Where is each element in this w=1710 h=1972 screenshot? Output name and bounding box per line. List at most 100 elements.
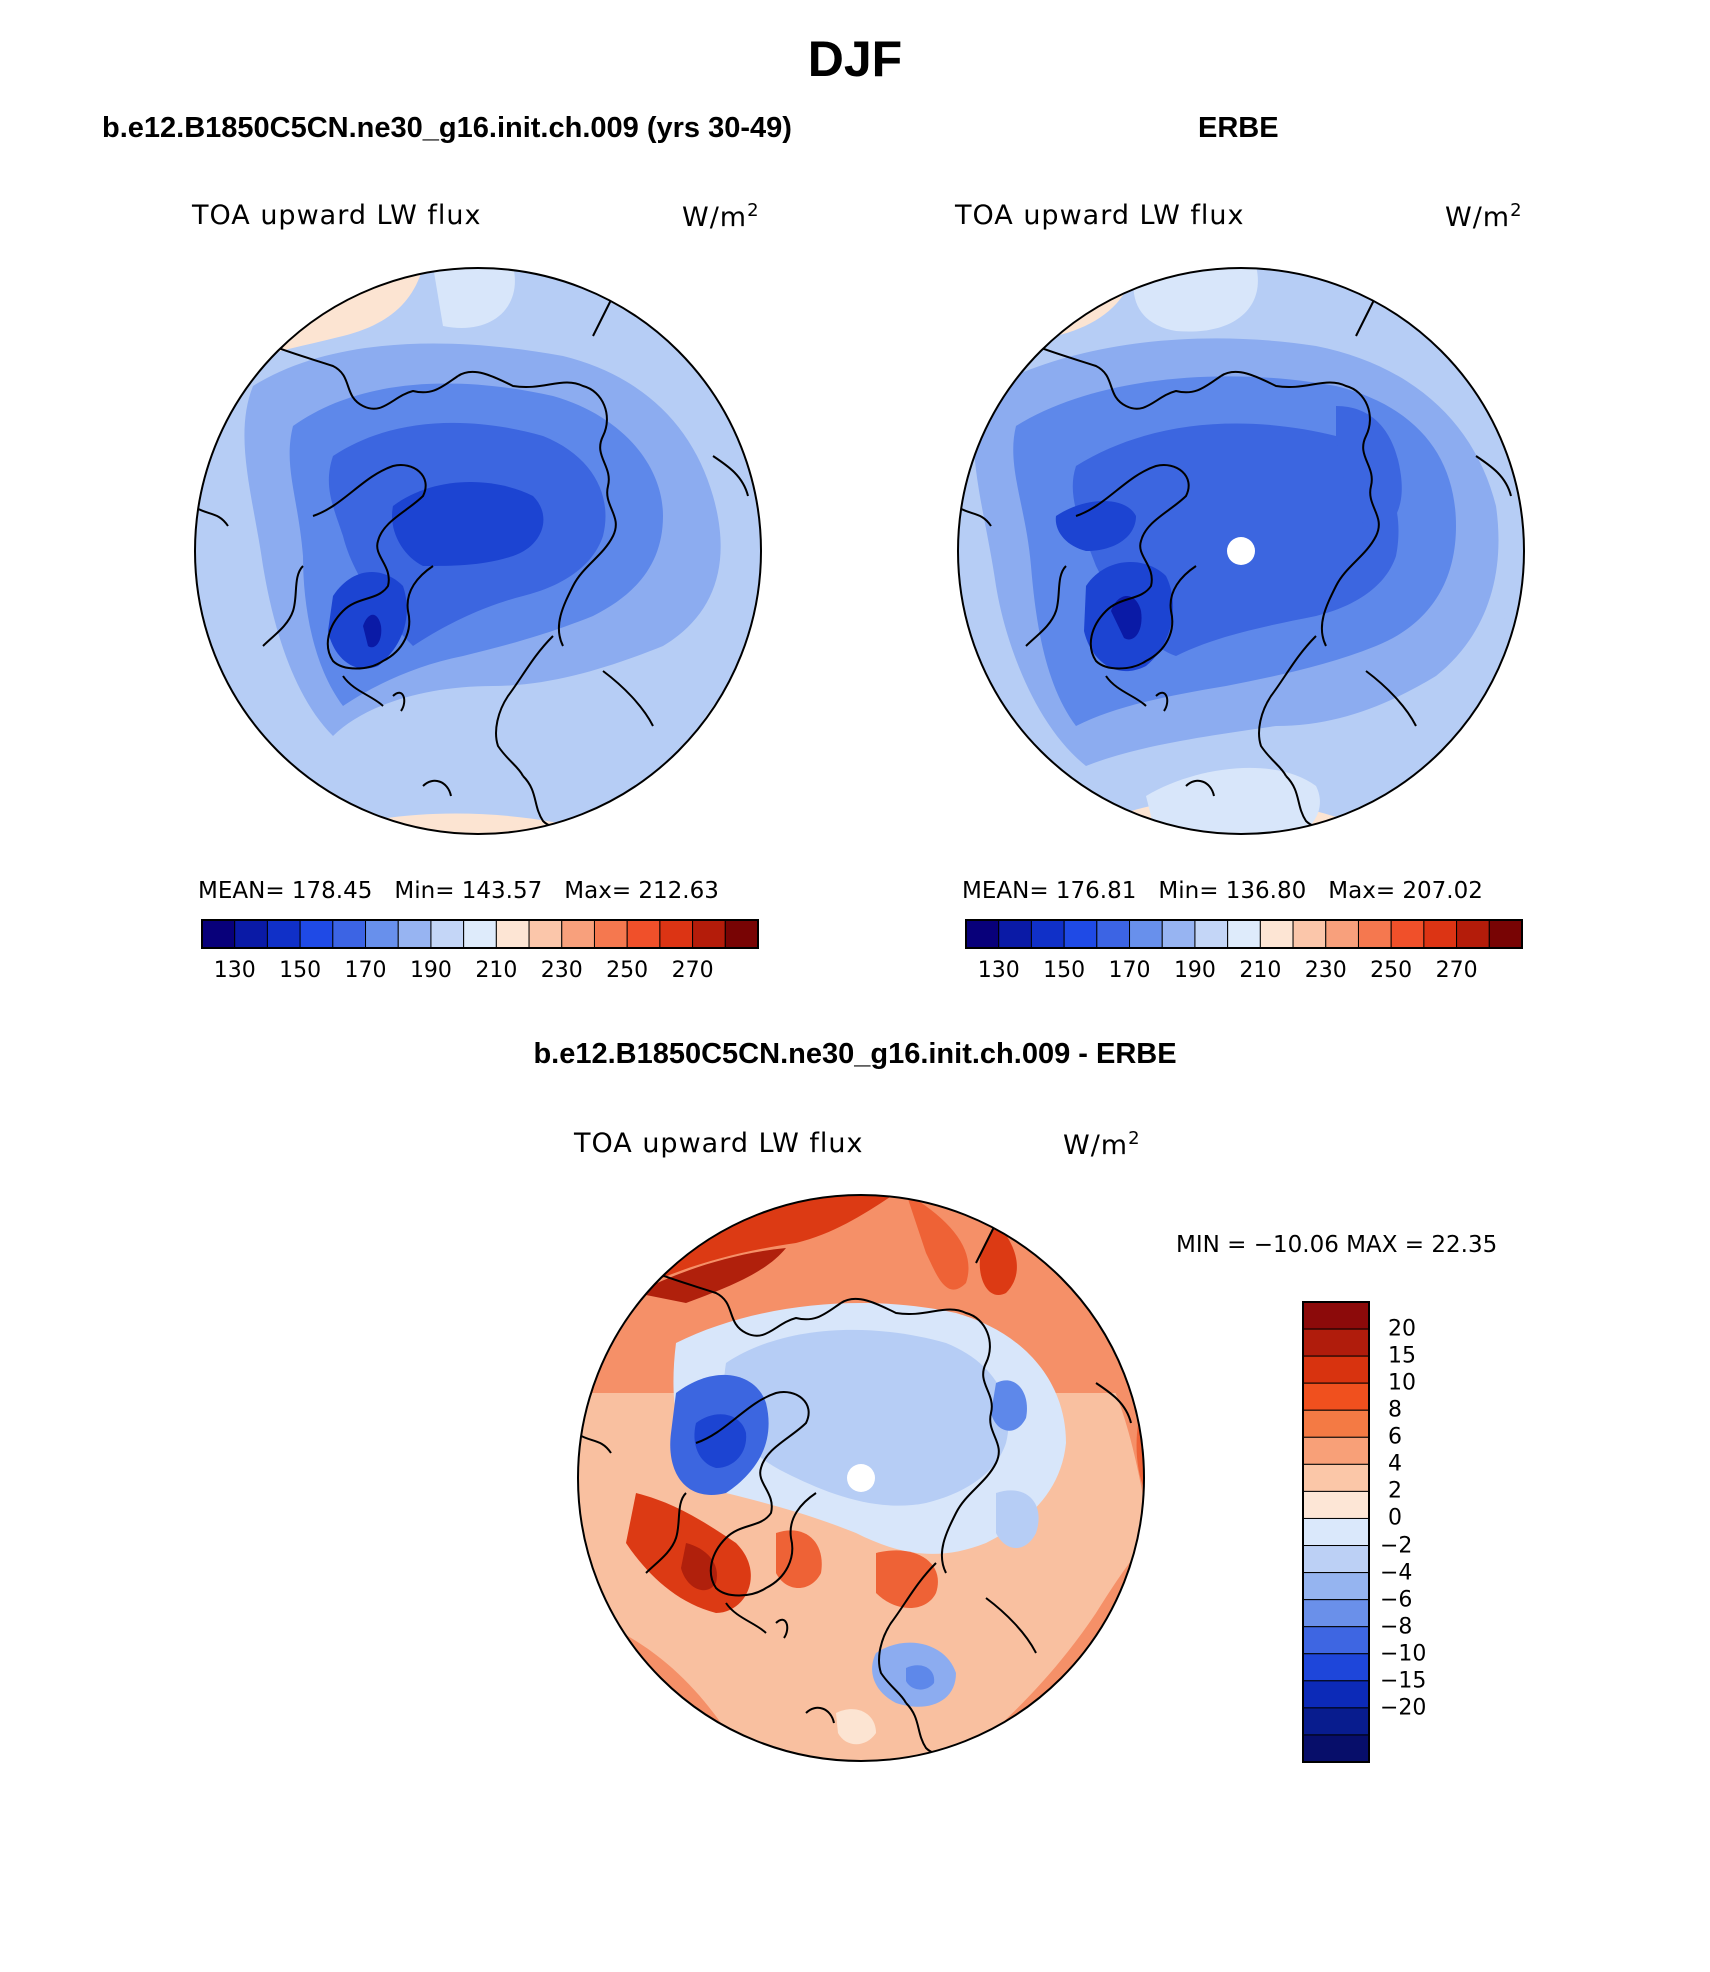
colorbar-swatch — [1129, 919, 1163, 949]
colorbar-swatch — [201, 919, 236, 949]
colorbar-tick-label: 0 — [1388, 1505, 1402, 1531]
colorbar-tick-label: 150 — [279, 958, 322, 983]
colorbar-swatch — [1259, 919, 1294, 949]
colorbar-swatch — [495, 919, 530, 949]
panel-1-variable-label: TOA upward LW flux — [192, 200, 482, 231]
colorbar-tick-label: 230 — [540, 958, 583, 983]
colorbar-swatch — [1302, 1463, 1370, 1492]
panel-3-minmax: MIN = −10.06 MAX = 22.35 — [1176, 1232, 1498, 1258]
colorbar-swatch — [1096, 919, 1131, 949]
colorbar-swatch — [1161, 919, 1196, 949]
colorbar-swatch — [1030, 919, 1065, 949]
colorbar-swatch — [1357, 919, 1392, 949]
colorbar-frame — [965, 919, 1523, 949]
colorbar-swatch — [1302, 1517, 1370, 1547]
colorbar-swatch — [1302, 1734, 1370, 1763]
colorbar-swatch — [1390, 919, 1425, 949]
panel-2-units-label: W/m2 — [1445, 200, 1523, 233]
colorbar-swatch — [365, 919, 399, 949]
colorbar-swatch — [397, 919, 432, 949]
panel-1-polar-map — [194, 267, 762, 835]
colorbar-swatch — [1302, 1545, 1370, 1574]
colorbar-swatch — [1302, 1707, 1370, 1736]
colorbar-swatch — [1325, 919, 1359, 949]
colorbar-tick-label: 150 — [1043, 958, 1086, 983]
panel-2-title: ERBE — [1198, 112, 1279, 144]
colorbar-tick-label: 10 — [1388, 1370, 1416, 1396]
colorbar-swatch — [1227, 919, 1261, 949]
colorbar-tick-label: 250 — [1370, 958, 1413, 983]
colorbar-tick-label: −8 — [1380, 1614, 1413, 1640]
colorbar-tick-label: 6 — [1388, 1424, 1402, 1450]
colorbar-tick-label: 130 — [213, 958, 256, 983]
colorbar-swatch — [299, 919, 334, 949]
colorbar-tick-label: 130 — [977, 958, 1020, 983]
panel-1-stats: MEAN= 178.45 Min= 143.57 Max= 212.63 — [198, 878, 719, 904]
colorbar-swatch — [1302, 1626, 1370, 1655]
colorbar-swatch — [1292, 919, 1327, 949]
colorbar-swatch — [1302, 1599, 1370, 1628]
panel-2-variable-label: TOA upward LW flux — [955, 200, 1245, 231]
colorbar-tick-label: 190 — [1173, 958, 1216, 983]
colorbar-tick-label: 20 — [1388, 1316, 1416, 1342]
colorbar-frame — [1302, 1301, 1370, 1763]
colorbar-swatch — [561, 919, 595, 949]
colorbar-tick-label: 15 — [1388, 1343, 1416, 1369]
colorbar-frame — [201, 919, 759, 949]
colorbar-tick-label: 270 — [671, 958, 714, 983]
colorbar-tick-label: −2 — [1380, 1533, 1413, 1559]
colorbar-tick-label: −6 — [1380, 1587, 1413, 1613]
panel-1-units-label: W/m2 — [682, 200, 760, 233]
colorbar-swatch — [1456, 919, 1490, 949]
panel-3-colorbar — [1302, 1301, 1370, 1763]
colorbar-tick-label: −20 — [1380, 1695, 1427, 1721]
panel-1-colorbar — [201, 919, 759, 949]
colorbar-swatch — [593, 919, 628, 949]
colorbar-swatch — [1302, 1328, 1370, 1357]
colorbar-swatch — [266, 919, 301, 949]
colorbar-tick-label: 170 — [1108, 958, 1151, 983]
colorbar-swatch — [998, 919, 1032, 949]
colorbar-swatch — [965, 919, 1000, 949]
panel-3-title: b.e12.B1850C5CN.ne30_g16.init.ch.009 - E… — [533, 1038, 1177, 1070]
panel-1-colorbar-ticks: 130 150 170 190 210 230 250 270 — [202, 958, 758, 988]
panel-2-colorbar — [965, 919, 1523, 949]
colorbar-swatch — [1063, 919, 1098, 949]
colorbar-tick-label: 210 — [475, 958, 518, 983]
colorbar-swatch — [1302, 1490, 1370, 1519]
colorbar-swatch — [659, 919, 694, 949]
colorbar-swatch — [1194, 919, 1229, 949]
colorbar-swatch — [1302, 1572, 1370, 1601]
colorbar-tick-label: 170 — [344, 958, 387, 983]
colorbar-swatch — [1423, 919, 1458, 949]
colorbar-swatch — [528, 919, 563, 949]
colorbar-swatch — [1488, 919, 1523, 949]
panel-3-units-label: W/m2 — [1063, 1128, 1141, 1161]
colorbar-tick-label: −15 — [1380, 1668, 1427, 1694]
colorbar-tick-label: 230 — [1304, 958, 1347, 983]
colorbar-swatch — [234, 919, 268, 949]
colorbar-tick-label: 4 — [1388, 1451, 1402, 1477]
colorbar-swatch — [1302, 1301, 1370, 1330]
panel-2-stats: MEAN= 176.81 Min= 136.80 Max= 207.02 — [962, 878, 1483, 904]
panel-3-variable-label: TOA upward LW flux — [574, 1128, 864, 1159]
colorbar-swatch — [1302, 1680, 1370, 1709]
panel-3-polar-map — [577, 1194, 1145, 1762]
colorbar-swatch — [1302, 1382, 1370, 1411]
colorbar-tick-label: 8 — [1388, 1397, 1402, 1423]
colorbar-tick-label: 270 — [1435, 958, 1478, 983]
panel-2-colorbar-ticks: 130 150 170 190 210 230 250 270 — [966, 958, 1522, 988]
figure-title: DJF — [807, 31, 903, 87]
colorbar-swatch — [692, 919, 726, 949]
panel-3-colorbar-ticks: 20 15 10 8 6 4 2 0 −2 −4 −6 −8 −10 −15 −20 — [1380, 1302, 1468, 1762]
panel-3-pole-mask — [847, 1464, 875, 1492]
colorbar-swatch — [1302, 1355, 1370, 1384]
colorbar-swatch — [1302, 1409, 1370, 1438]
colorbar-swatch — [463, 919, 497, 949]
colorbar-swatch — [724, 919, 759, 949]
colorbar-tick-label: 210 — [1239, 958, 1282, 983]
colorbar-swatch — [332, 919, 367, 949]
colorbar-swatch — [1302, 1653, 1370, 1682]
colorbar-swatch — [626, 919, 661, 949]
colorbar-tick-label: 190 — [409, 958, 452, 983]
